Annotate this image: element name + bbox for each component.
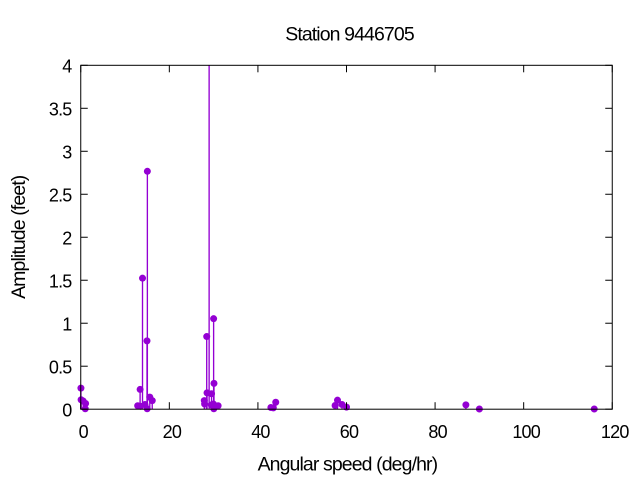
svg-text:60: 60 <box>340 422 359 442</box>
svg-text:2: 2 <box>62 228 72 248</box>
svg-text:40: 40 <box>251 422 270 442</box>
svg-text:20: 20 <box>163 422 182 442</box>
svg-text:80: 80 <box>428 422 447 442</box>
svg-text:100: 100 <box>512 422 540 442</box>
svg-text:2.5: 2.5 <box>49 185 72 205</box>
svg-text:1.5: 1.5 <box>49 271 72 291</box>
svg-text:3: 3 <box>62 142 72 162</box>
svg-text:0.5: 0.5 <box>49 357 72 377</box>
svg-text:Station 9446705: Station 9446705 <box>285 23 415 45</box>
svg-text:Amplitude (feet): Amplitude (feet) <box>8 175 30 299</box>
svg-text:Angular speed (deg/hr): Angular speed (deg/hr) <box>258 454 438 476</box>
svg-text:3.5: 3.5 <box>49 99 72 119</box>
svg-text:120: 120 <box>601 422 629 442</box>
svg-text:4: 4 <box>62 57 72 77</box>
svg-text:0: 0 <box>79 422 89 442</box>
svg-text:0: 0 <box>62 400 72 420</box>
svg-text:1: 1 <box>62 314 72 334</box>
